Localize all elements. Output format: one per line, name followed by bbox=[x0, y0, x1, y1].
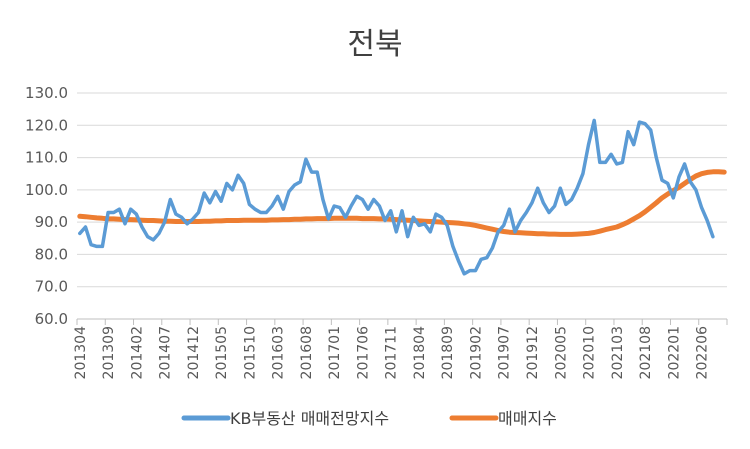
legend-label-series-1: 매매지수 bbox=[498, 409, 557, 428]
x-tick-label: 202108 bbox=[638, 326, 654, 379]
x-tick-label: 201402 bbox=[129, 326, 145, 379]
y-tick-label: 80.0 bbox=[35, 245, 68, 263]
x-axis: 201304 201309 201402 201407 201412 201505 2015… bbox=[73, 318, 728, 380]
x-tick-label: 201804 bbox=[412, 326, 428, 380]
x-tick-label: 201711 bbox=[384, 326, 400, 379]
x-tick-label: 201304 bbox=[73, 326, 89, 380]
x-tick-label: 201706 bbox=[355, 326, 371, 380]
y-tick-label: 70.0 bbox=[35, 278, 68, 296]
x-tick-label: 201505 bbox=[214, 326, 230, 379]
y-tick-label: 90.0 bbox=[35, 213, 68, 231]
y-tick-label: 100.0 bbox=[25, 181, 68, 199]
y-tick-label: 110.0 bbox=[25, 149, 68, 167]
series-group bbox=[77, 118, 727, 276]
y-tick-label: 60.0 bbox=[35, 310, 68, 328]
y-tick-label: 120.0 bbox=[25, 116, 68, 134]
chart-title: 전북 bbox=[347, 27, 402, 62]
x-tick-label: 202010 bbox=[582, 326, 598, 379]
x-tick-label: 201407 bbox=[158, 326, 174, 379]
x-tick-label: 201701 bbox=[327, 326, 343, 379]
x-tick-label: 201510 bbox=[242, 326, 258, 379]
series-line-1 bbox=[77, 169, 727, 237]
legend-label-series-0: KB부동산 매매전망지수 bbox=[230, 409, 389, 428]
x-tick-label: 201902 bbox=[468, 326, 484, 379]
x-tick-label: 201603 bbox=[271, 326, 287, 379]
x-tick-label: 201309 bbox=[101, 326, 117, 379]
y-tick-label: 130.0 bbox=[25, 84, 68, 102]
x-tick-label: 202201 bbox=[666, 326, 682, 379]
legend: KB부동산 매매전망지수 매매지수 bbox=[181, 409, 557, 428]
y-axis: 60.0 70.0 80.0 90.0 100.0 110.0 120.0 130.0 bbox=[25, 84, 68, 328]
x-tick-label: 201907 bbox=[497, 326, 513, 379]
x-tick-label: 202005 bbox=[553, 326, 569, 379]
x-tick-label: 202206 bbox=[695, 326, 711, 380]
x-tick-label: 201412 bbox=[186, 326, 202, 379]
x-tick-label: 201608 bbox=[299, 326, 315, 379]
series-line-0 bbox=[78, 118, 715, 276]
x-tick-label: 201912 bbox=[525, 326, 541, 379]
x-tick-label: 201809 bbox=[440, 326, 456, 379]
x-tick-label: 202103 bbox=[610, 326, 626, 379]
